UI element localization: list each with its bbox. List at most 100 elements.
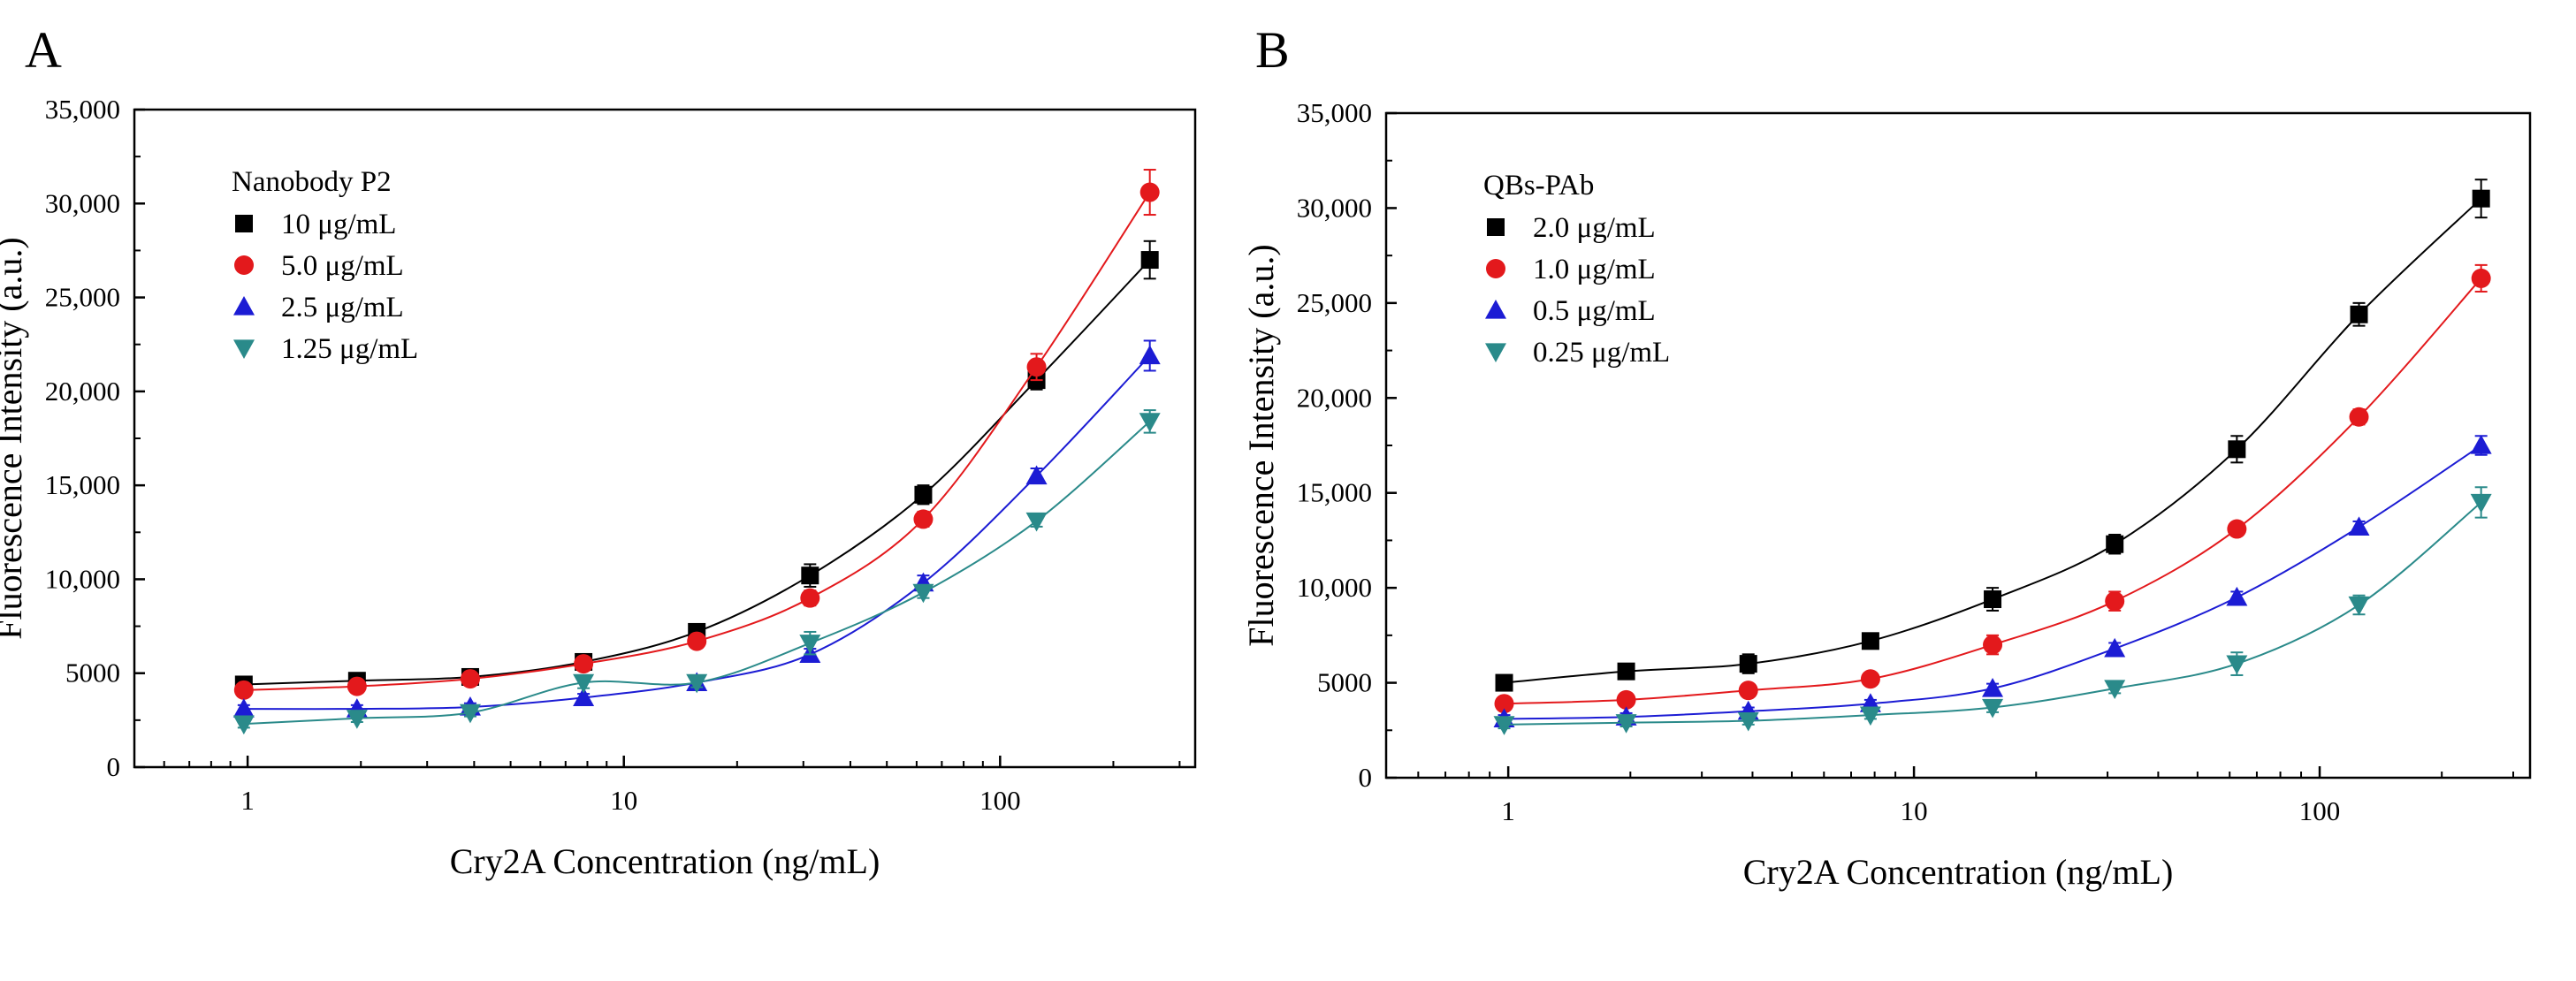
series-fit-line [243, 259, 1151, 686]
x-axis-title: Cry2A Concentration (ng/mL) [450, 841, 880, 881]
y-tick-label: 20,000 [45, 376, 120, 407]
legend-marker [1487, 218, 1505, 236]
data-point [347, 676, 367, 696]
legend-entry: 1.25 μg/mL [281, 333, 418, 365]
legend: Nanobody P2 10 μg/mL 5.0 μg/mL 2.5 μg/mL 1.2… [232, 166, 418, 365]
legend-entry: 2.0 μg/mL [1533, 212, 1656, 244]
data-point [1982, 698, 2004, 719]
legend-entry: 0.25 μg/mL [1533, 337, 1670, 369]
data-point [233, 680, 254, 700]
data-point [687, 631, 707, 651]
data-point [1493, 716, 1515, 735]
legend-marker [1485, 343, 1506, 362]
data-point [2105, 591, 2125, 612]
x-tick-label: 1 [1501, 795, 1515, 826]
series-fit-line [243, 191, 1151, 691]
data-point [1982, 678, 2004, 697]
data-point [2471, 268, 2491, 288]
x-tick-label: 1 [240, 785, 255, 816]
data-point [1860, 669, 1880, 689]
data-point [573, 687, 595, 706]
legend-entry: 1.0 μg/mL [1533, 254, 1656, 285]
legend-marker [233, 339, 255, 359]
legend-title: Nanobody P2 [232, 166, 392, 198]
y-axis-title: Fluorescence Intensity (a.u.) [0, 237, 29, 639]
y-tick-label: 20,000 [1297, 382, 1372, 413]
data-point [2227, 519, 2247, 539]
data-point [1026, 357, 1047, 377]
data-point [1615, 714, 1637, 734]
data-point [686, 673, 708, 694]
data-point [2348, 596, 2370, 616]
legend-marker [1485, 300, 1506, 319]
panel-letter: A [25, 21, 62, 79]
y-tick-label: 5000 [65, 658, 120, 688]
data-point [2470, 493, 2492, 513]
data-point [1737, 711, 1759, 732]
data-point [799, 635, 821, 654]
data-point [913, 509, 934, 529]
data-point [1139, 182, 1160, 202]
series-1 [1494, 263, 2491, 714]
legend-marker [1486, 259, 1505, 278]
data-point [801, 567, 819, 585]
data-point [574, 654, 594, 674]
data-point [2106, 535, 2124, 553]
data-point [460, 669, 480, 689]
data-point [800, 588, 820, 608]
y-tick-label: 10,000 [45, 563, 120, 594]
data-point [232, 698, 255, 718]
chart-panel-b: B 0 5000 10,000 15,000 20,000 25,000 30,000 35,0… [1241, 21, 2532, 892]
x-tick-label: 100 [2299, 795, 2341, 826]
legend-marker [233, 296, 255, 316]
legend: QBs-PAb 2.0 μg/mL 1.0 μg/mL 0.5 μg/mL 0.25 μ… [1483, 170, 1670, 369]
legend-entry: 0.5 μg/mL [1533, 295, 1656, 327]
data-point [1738, 681, 1758, 701]
y-tick-label: 35,000 [45, 94, 120, 125]
data-point [573, 673, 595, 694]
data-point [2472, 189, 2490, 208]
y-tick-label: 15,000 [45, 469, 120, 500]
legend-entry: 10 μg/mL [281, 209, 396, 240]
data-point [2349, 407, 2369, 427]
data-point [1025, 512, 1048, 532]
chart-panel-a: A 0 5000 10,000 15,000 20,000 25,000 30,000 35,0… [0, 21, 1197, 881]
series-fit-line [1504, 445, 2482, 720]
y-axis-title: Fluorescence Intensity (a.u.) [1241, 244, 1281, 646]
data-point [459, 703, 481, 724]
y-tick-label: 5000 [1317, 667, 1372, 698]
data-point [2350, 305, 2368, 323]
series-3 [1493, 486, 2492, 735]
x-tick-label: 100 [979, 785, 1021, 816]
series-0 [1495, 179, 2490, 692]
data-point [2348, 516, 2370, 536]
legend-entry: 2.5 μg/mL [281, 292, 404, 323]
y-tick-label: 10,000 [1297, 572, 1372, 603]
x-tick-label: 10 [1901, 795, 1928, 826]
data-point [1139, 413, 1161, 432]
panel-letter: B [1255, 21, 1290, 79]
data-point [1616, 689, 1636, 710]
data-point [232, 715, 255, 735]
data-point [2226, 586, 2248, 606]
x-axis-title: Cry2A Concentration (ng/mL) [1743, 852, 2174, 892]
data-point [1859, 706, 1881, 726]
series-fit-line [243, 354, 1151, 711]
y-tick-label: 25,000 [45, 282, 120, 313]
legend-entry: 5.0 μg/mL [281, 250, 404, 282]
data-point [1984, 590, 2002, 609]
data-point [2104, 680, 2126, 700]
y-tick-label: 15,000 [1297, 477, 1372, 508]
data-point [1139, 345, 1161, 365]
data-point [1739, 655, 1757, 673]
data-point [2104, 637, 2126, 658]
data-point [1140, 251, 1159, 270]
y-tick-label: 25,000 [1297, 287, 1372, 318]
series-3 [232, 409, 1161, 735]
legend-marker [235, 215, 253, 232]
y-tick-label: 0 [107, 751, 121, 782]
data-point [1617, 662, 1635, 681]
y-tick-label: 30,000 [45, 187, 120, 218]
data-point [1494, 694, 1514, 714]
legend-marker [234, 255, 254, 275]
